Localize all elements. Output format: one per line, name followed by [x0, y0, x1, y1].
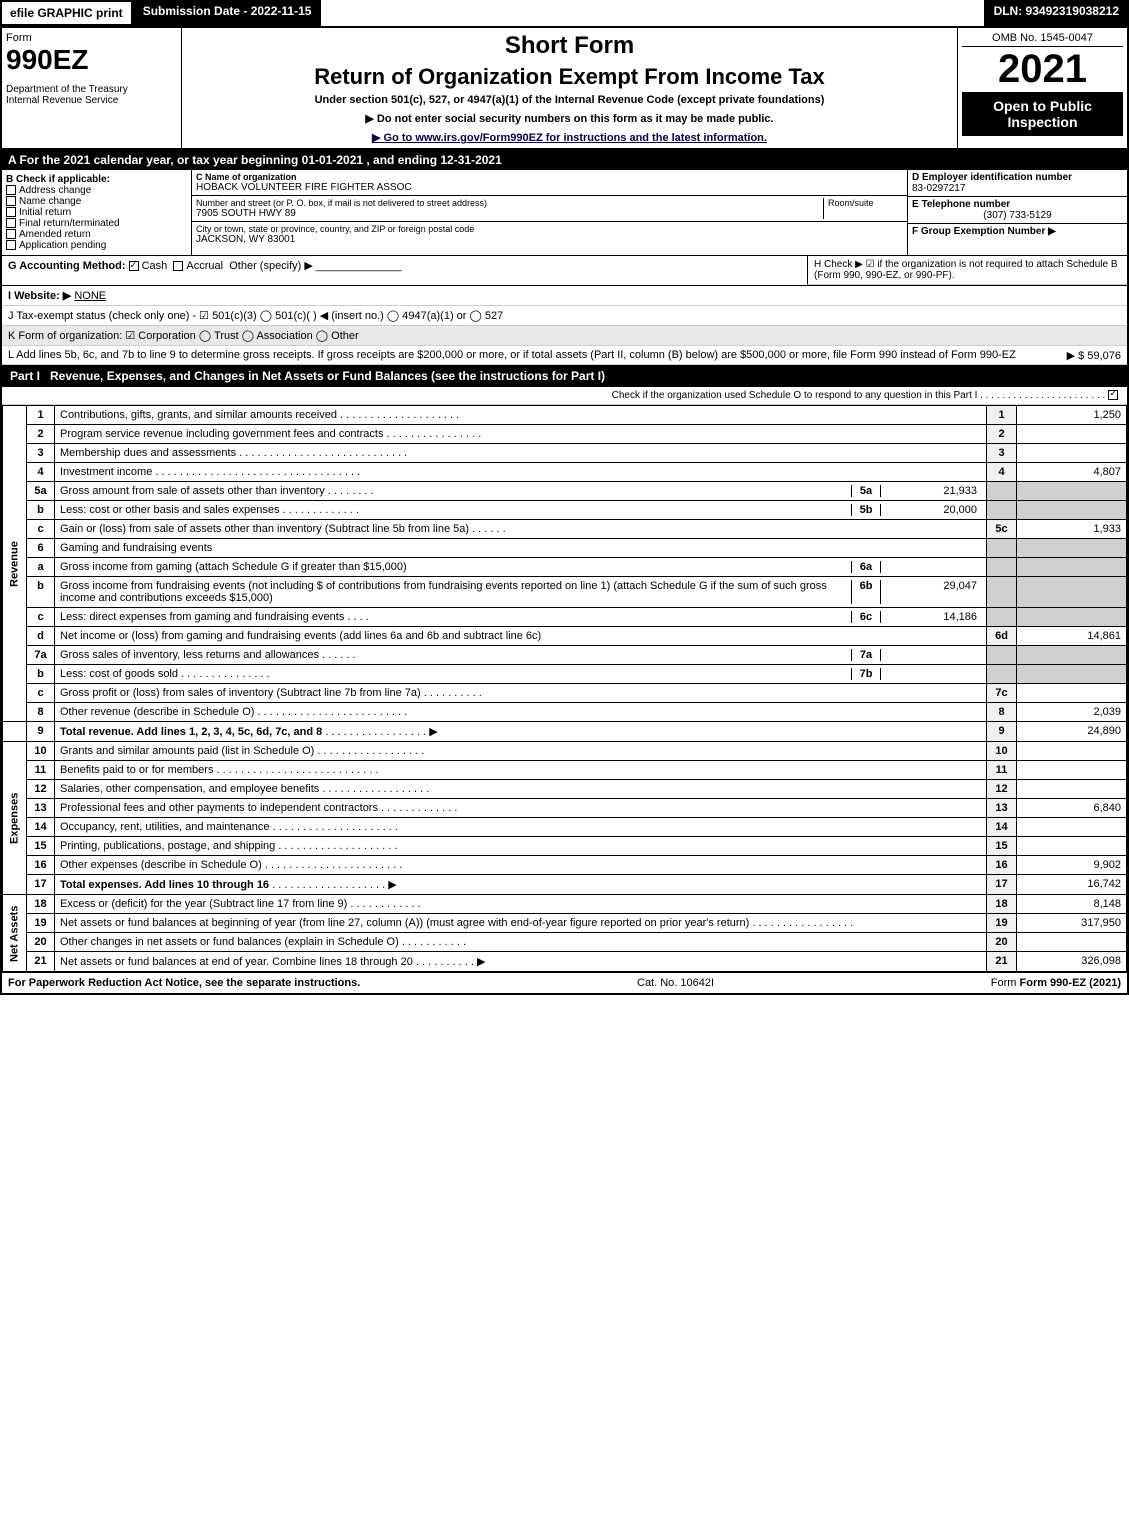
- part1-label: Part I: [10, 369, 40, 383]
- dln: DLN: 93492319038212: [984, 0, 1129, 26]
- ssn-warning: ▶ Do not enter social security numbers o…: [186, 112, 953, 125]
- form-number: 990EZ: [6, 44, 177, 76]
- line-i: I Website: ▶ NONE: [2, 286, 1127, 306]
- form-label: Form: [6, 32, 177, 44]
- line-l: L Add lines 5b, 6c, and 7b to line 9 to …: [2, 346, 1127, 365]
- part1-title: Revenue, Expenses, and Changes in Net As…: [50, 369, 605, 383]
- line-k: K Form of organization: ☑ Corporation ◯ …: [2, 326, 1127, 346]
- col-b-checkboxes: B Check if applicable: Address change Na…: [2, 170, 192, 255]
- ein: 83-0297217: [912, 183, 1123, 194]
- form-header: Form 990EZ Department of the Treasury In…: [2, 28, 1127, 150]
- col-def: D Employer identification number 83-0297…: [907, 170, 1127, 255]
- main-title: Return of Organization Exempt From Incom…: [186, 64, 953, 90]
- tax-year: 2021: [962, 47, 1123, 92]
- gross-receipts: ▶ $ 59,076: [1067, 349, 1121, 362]
- col-c-org: C Name of organization HOBACK VOLUNTEER …: [192, 170, 907, 255]
- line-j: J Tax-exempt status (check only one) - ☑…: [2, 306, 1127, 326]
- efile-print[interactable]: efile GRAPHIC print: [0, 0, 133, 26]
- footer-right: Form Form 990-EZ (2021): [991, 977, 1121, 989]
- city: JACKSON, WY 83001: [196, 234, 903, 245]
- dept-treasury: Department of the Treasury Internal Reve…: [6, 84, 177, 106]
- chk-name[interactable]: Name change: [6, 196, 187, 207]
- chk-pending[interactable]: Application pending: [6, 240, 187, 251]
- form-container: Form 990EZ Department of the Treasury In…: [0, 26, 1129, 995]
- top-bar: efile GRAPHIC print Submission Date - 20…: [0, 0, 1129, 26]
- street-label: Number and street (or P. O. box, if mail…: [196, 198, 823, 208]
- row-a-period: A For the 2021 calendar year, or tax yea…: [2, 150, 1127, 170]
- chk-cash[interactable]: [129, 261, 139, 271]
- short-form-title: Short Form: [186, 32, 953, 60]
- footer-left: For Paperwork Reduction Act Notice, see …: [8, 977, 360, 989]
- line1-text: Contributions, gifts, grants, and simila…: [55, 406, 987, 425]
- f-label: F Group Exemption Number ▶: [912, 226, 1123, 237]
- line1-amt: 1,250: [1017, 406, 1127, 425]
- header-center: Short Form Return of Organization Exempt…: [182, 28, 957, 148]
- chk-schedo[interactable]: [1108, 390, 1118, 400]
- part1-check: Check if the organization used Schedule …: [2, 387, 1127, 405]
- c-label: C Name of organization: [196, 172, 903, 182]
- phone: (307) 733-5129: [912, 210, 1123, 221]
- header-right: OMB No. 1545-0047 2021 Open to Public In…: [957, 28, 1127, 148]
- org-name: HOBACK VOLUNTEER FIRE FIGHTER ASSOC: [196, 182, 903, 193]
- d-label: D Employer identification number: [912, 172, 1123, 183]
- city-cell: City or town, state or province, country…: [192, 222, 907, 247]
- chk-amended[interactable]: Amended return: [6, 229, 187, 240]
- chk-final[interactable]: Final return/terminated: [6, 218, 187, 229]
- line-h: H Check ▶ ☑ if the organization is not r…: [807, 256, 1127, 285]
- footer-mid: Cat. No. 10642I: [637, 977, 714, 989]
- ein-cell: D Employer identification number 83-0297…: [908, 170, 1127, 197]
- chk-initial[interactable]: Initial return: [6, 207, 187, 218]
- subtitle: Under section 501(c), 527, or 4947(a)(1)…: [186, 94, 953, 106]
- submission-date: Submission Date - 2022-11-15: [133, 0, 324, 26]
- line-g: G Accounting Method: Cash Accrual Other …: [2, 256, 807, 285]
- open-public: Open to Public Inspection: [962, 92, 1123, 136]
- expenses-vert: Expenses: [3, 742, 27, 895]
- omb-number: OMB No. 1545-0047: [962, 32, 1123, 47]
- part1-table: Revenue 1 Contributions, gifts, grants, …: [2, 405, 1127, 972]
- org-name-cell: C Name of organization HOBACK VOLUNTEER …: [192, 170, 907, 196]
- goto-link[interactable]: ▶ Go to www.irs.gov/Form990EZ for instru…: [186, 131, 953, 144]
- city-label: City or town, state or province, country…: [196, 224, 903, 234]
- header-left: Form 990EZ Department of the Treasury In…: [2, 28, 182, 148]
- street-cell: Number and street (or P. O. box, if mail…: [192, 196, 907, 222]
- b-title: B Check if applicable:: [6, 174, 187, 185]
- chk-accrual[interactable]: [173, 261, 183, 271]
- revenue-vert: Revenue: [3, 406, 27, 722]
- street: 7905 SOUTH HWY 89: [196, 208, 823, 219]
- phone-cell: E Telephone number (307) 733-5129: [908, 197, 1127, 224]
- room-label: Room/suite: [828, 198, 903, 208]
- netassets-vert: Net Assets: [3, 895, 27, 972]
- section-bcdef: B Check if applicable: Address change Na…: [2, 170, 1127, 256]
- website: NONE: [74, 290, 106, 302]
- part1-header: Part I Revenue, Expenses, and Changes in…: [2, 365, 1127, 387]
- page-footer: For Paperwork Reduction Act Notice, see …: [2, 972, 1127, 993]
- e-label: E Telephone number: [912, 199, 1123, 210]
- group-cell: F Group Exemption Number ▶: [908, 224, 1127, 239]
- irs-link[interactable]: ▶ Go to www.irs.gov/Form990EZ for instru…: [372, 132, 767, 144]
- chk-address[interactable]: Address change: [6, 185, 187, 196]
